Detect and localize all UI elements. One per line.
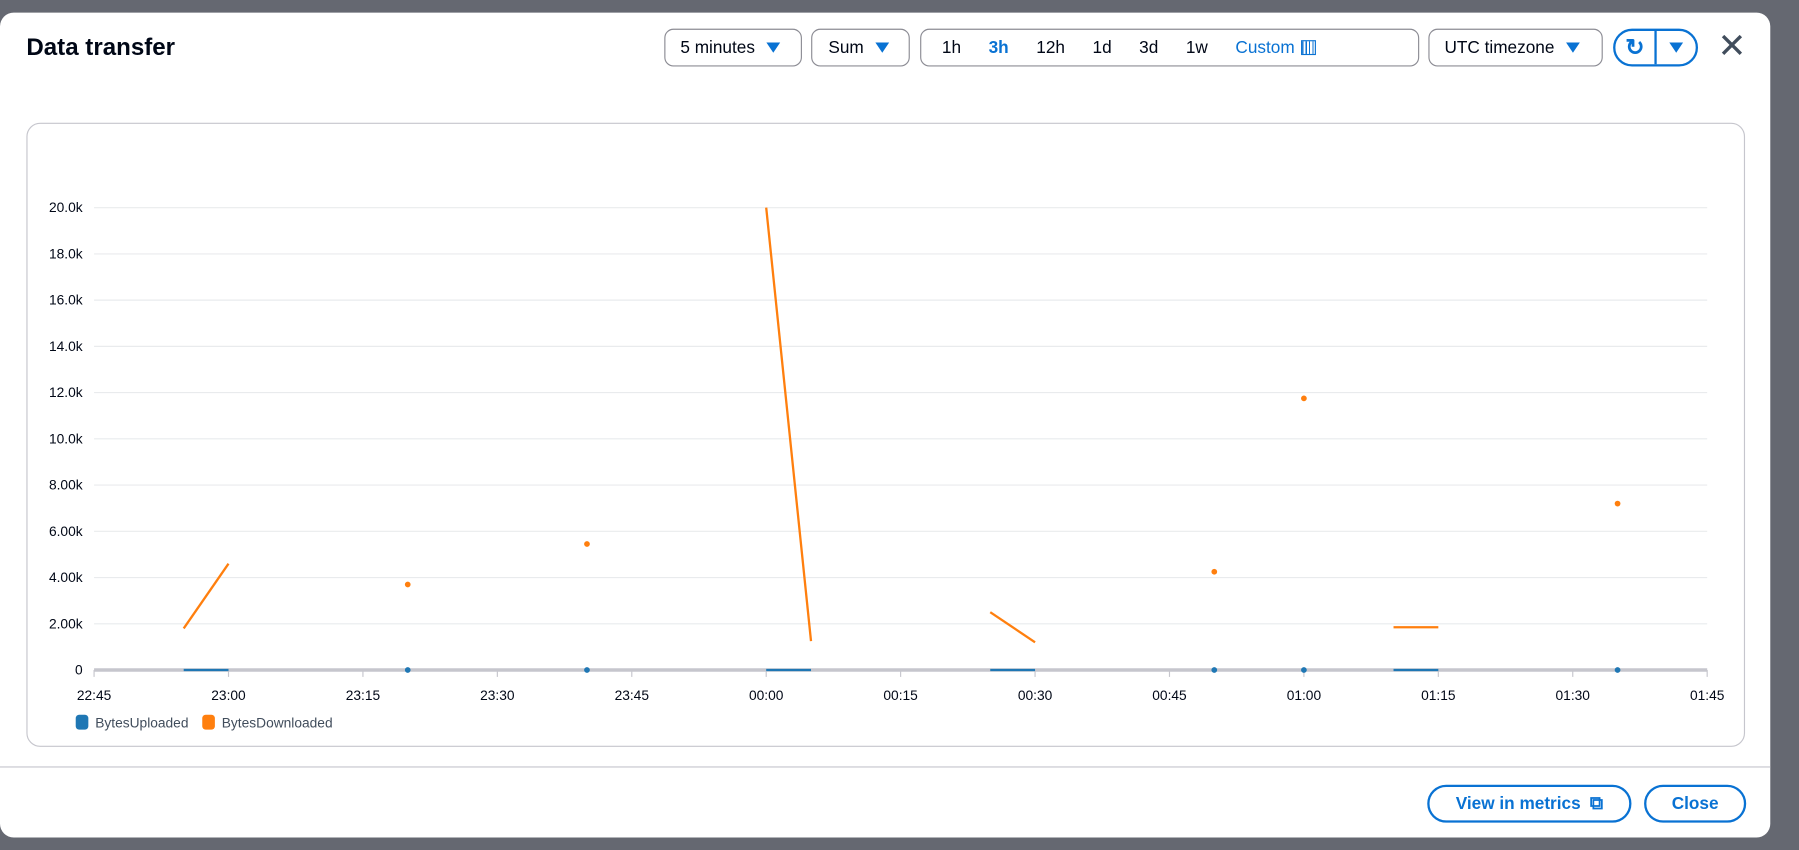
y-tick-label: 16.0k [49,293,83,308]
x-tick-label: 00:15 [883,688,918,703]
BytesUploaded-point [1211,667,1218,673]
y-tick-label: 2.00k [49,616,83,631]
x-tick-label: 23:30 [480,688,515,703]
legend-label: BytesDownloaded [222,715,333,730]
y-tick-label: 20.0k [49,200,83,215]
x-tick-label: 22:45 [77,688,112,703]
refresh-icon: ↻ [1625,35,1645,61]
BytesDownloaded-segment [989,611,1036,644]
timezone-value: UTC timezone [1444,37,1555,58]
statistic-value: Sum [828,37,864,58]
BytesDownloaded-point [1301,395,1307,402]
range-3d[interactable]: 3d [1139,37,1159,58]
x-tick-label: 23:15 [346,688,381,703]
modal-title: Data transfer [26,34,176,61]
BytesUploaded-point [1614,667,1621,673]
range-1d[interactable]: 1d [1092,37,1112,58]
x-tick-label: 01:00 [1287,688,1322,703]
period-value: 5 minutes [680,37,755,58]
range-custom[interactable]: Custom [1222,37,1331,58]
custom-label: Custom [1235,37,1295,58]
calendar-icon [1301,40,1317,56]
refresh-options-button[interactable] [1657,31,1696,64]
BytesDownloaded-point [404,581,411,588]
y-tick-label: 6.00k [49,524,83,539]
data-transfer-chart: 0 2.00k 4.00k 6.00k 8.00k 10.0k 12.0k 14.0k 16.0… [49,200,1725,730]
y-tick-label: 14.0k [49,339,83,354]
y-tick-label: 12.0k [49,385,83,400]
x-tick-label: 01:30 [1556,688,1591,703]
x-tick-label: 23:45 [615,688,650,703]
caret-down-icon [1565,42,1580,53]
legend-swatch [75,714,89,730]
x-tick-label: 00:30 [1018,688,1053,703]
BytesDownloaded-point [1211,568,1218,575]
external-link-icon: ⧉ [1589,793,1603,813]
chart-container: 0 2.00k 4.00k 6.00k 8.00k 10.0k 12.0k 14.0k 16.0… [26,122,1746,747]
y-tick-label: 4.00k [49,570,83,585]
period-select[interactable]: 5 minutes [664,28,802,67]
x-tick-label: 00:45 [1152,688,1187,703]
refresh-split-button: ↻ [1613,28,1699,67]
time-range-selector: 1h 3h 12h 1d 3d 1w Custom [920,28,1420,67]
x-tick-label: 01:45 [1690,688,1725,703]
view-in-metrics-label: View in metrics [1455,793,1581,814]
timezone-select[interactable]: UTC timezone [1428,28,1603,67]
BytesDownloaded-point [584,541,590,547]
close-icon[interactable]: ✕ [1717,27,1747,66]
BytesDownloaded-point [1614,500,1621,507]
data-transfer-modal: Data transfer 5 minutes Sum 1h 3h 12h 1d… [0,12,1771,838]
refresh-button[interactable]: ↻ [1615,30,1657,65]
x-tick-label: 23:00 [211,688,246,703]
y-tick-label: 18.0k [49,246,83,261]
range-3h[interactable]: 3h [988,37,1009,58]
footer-divider [0,766,1771,768]
x-tick-label: 01:15 [1421,688,1456,703]
view-in-metrics-button[interactable]: View in metrics ⧉ [1427,784,1632,823]
caret-down-icon [766,42,781,53]
legend-label: BytesUploaded [95,715,188,730]
BytesUploaded-point [584,667,590,673]
y-tick-label: 0 [75,663,83,678]
range-1w[interactable]: 1w [1185,37,1208,58]
x-tick-label: 00:00 [749,688,784,703]
caret-down-icon [1669,42,1684,53]
y-tick-label: 8.00k [49,478,83,493]
BytesUploaded-point [1301,667,1307,673]
legend-swatch [202,714,215,730]
y-tick-label: 10.0k [49,431,83,446]
close-button[interactable]: Close [1644,784,1747,823]
BytesDownloaded-segment [182,563,230,630]
range-1h[interactable]: 1h [941,37,962,58]
range-12h[interactable]: 12h [1036,37,1065,58]
caret-down-icon [875,42,889,53]
BytesUploaded-point [404,667,411,673]
BytesDownloaded-segment [765,207,813,642]
statistic-select[interactable]: Sum [811,28,910,67]
